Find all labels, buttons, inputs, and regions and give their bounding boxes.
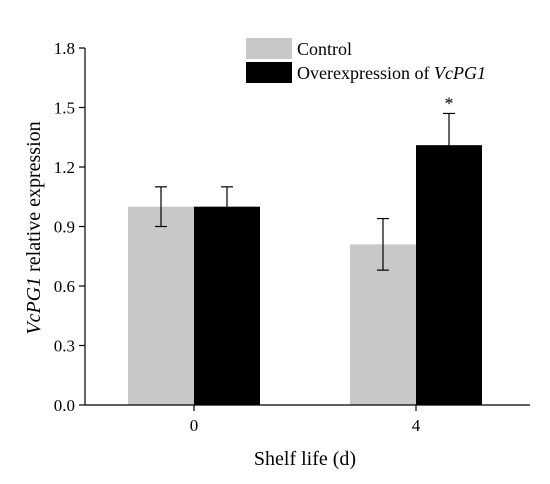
legend-label-overexpression-gene: VcPG1 — [434, 63, 486, 83]
y-tick-label: 1.5 — [54, 99, 75, 118]
y-tick-label: 1.8 — [54, 39, 75, 58]
bar-series-0-cat-0 — [128, 206, 194, 405]
y-tick-label: 1.2 — [54, 158, 75, 177]
y-axis-title-rest: relative expression — [23, 121, 45, 277]
bars-layer — [128, 145, 482, 405]
bar-series-1-cat-0 — [194, 206, 260, 405]
y-tick-label: 0.0 — [54, 396, 75, 415]
significance-marker: * — [445, 93, 454, 113]
x-axis-title: Shelf life (d) — [254, 448, 356, 470]
y-axis-title-gene: VcPG1 — [23, 277, 45, 335]
legend-label-overexpression-plain: Overexpression of — [297, 63, 434, 83]
legend-swatch-control — [246, 38, 292, 59]
y-ticks: 0.0 0.3 0.6 0.9 1.2 1.5 1.8 — [54, 39, 85, 415]
y-tick-label: 0.9 — [54, 218, 75, 237]
significance-layer: * — [445, 93, 454, 113]
bar-series-1-cat-1 — [416, 145, 482, 405]
y-tick-label: 0.6 — [54, 277, 75, 296]
error-bars-layer — [155, 112, 455, 271]
x-tick-label: 4 — [412, 416, 421, 435]
y-tick-label: 0.3 — [54, 337, 75, 356]
legend-label-control: Control — [297, 39, 352, 59]
y-axis-title: VcPG1 relative expression — [23, 121, 45, 334]
legend: Control Overexpression of VcPG1 — [246, 38, 486, 83]
bar-series-0-cat-1 — [350, 244, 416, 405]
legend-label-overexpression: Overexpression of VcPG1 — [297, 63, 486, 83]
x-tick-label: 0 — [190, 416, 199, 435]
legend-swatch-overexpression — [246, 62, 292, 83]
